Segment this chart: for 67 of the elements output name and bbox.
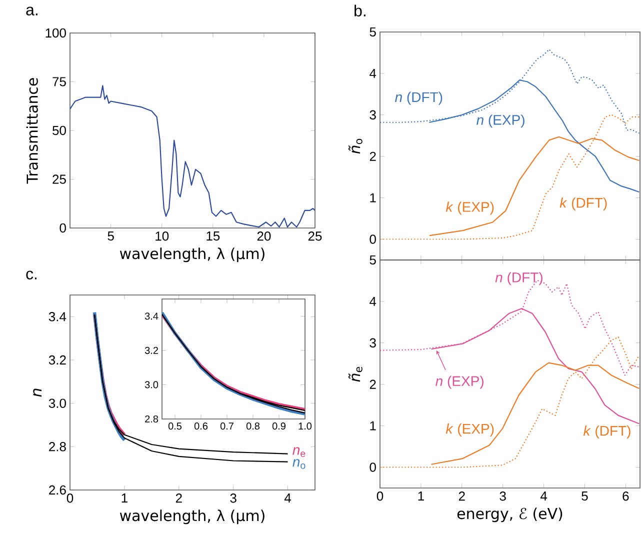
x-tick-label: 5 — [582, 492, 588, 501]
x-tick-label: 0.8 — [246, 422, 260, 430]
x-tick-label: 0.9 — [272, 422, 286, 430]
text: b. — [354, 4, 366, 16]
y-tick-label: 5 — [370, 27, 376, 37]
x-tick-label: 5 — [108, 232, 114, 241]
y-tick-label: 2 — [370, 152, 376, 161]
y-tick-label: 25 — [52, 174, 66, 184]
y-tick-label: 2 — [370, 380, 376, 389]
x-tick-label: 0.6 — [194, 422, 208, 430]
y-tick-label: 3.4 — [144, 312, 158, 320]
x-tick-label: 20 — [257, 232, 271, 241]
x-tick-label: 0.5 — [168, 422, 182, 430]
series-label: n (EXP) — [476, 114, 524, 128]
x-tick-label: 25 — [308, 232, 322, 241]
x-tick-label: 3 — [500, 492, 506, 501]
y-axis-title: Transmittance — [26, 78, 38, 184]
text: n$_{e}$ — [292, 447, 306, 457]
text: c. — [26, 270, 37, 280]
x-tick-label: 1.0 — [298, 422, 312, 430]
y-tick-label: 3.4 — [48, 312, 66, 322]
x-tick-label: 15 — [206, 232, 220, 241]
text: n$_{o}$ — [292, 459, 306, 469]
y-tick-label: 5 — [370, 255, 376, 265]
y-tick-label: 3.2 — [48, 355, 66, 365]
y-tick-label: 0 — [370, 462, 376, 472]
text: a. — [26, 6, 38, 16]
y-tick-label: 4 — [370, 296, 376, 306]
x-tick-label: 0 — [66, 494, 74, 503]
y-tick-label: 3 — [370, 338, 376, 348]
x-tick-label: 4 — [284, 494, 292, 502]
y-tick-label: 50 — [52, 126, 66, 136]
series-label: k (EXP) — [446, 202, 494, 215]
x-tick-label: 4 — [540, 492, 548, 500]
x-tick-label: 2 — [176, 494, 182, 503]
y-tick-label: 1 — [370, 193, 376, 202]
x-tick-label: 3 — [230, 494, 236, 503]
series-label: k (EXP) — [446, 423, 494, 436]
y-tick-label: 0 — [60, 223, 66, 233]
x-axis-title: wavelength, λ (μm) — [120, 510, 264, 524]
y-tick-label: 2.8 — [145, 415, 158, 423]
y-tick-label: 100 — [46, 28, 66, 38]
x-tick-label: 0.7 — [220, 422, 234, 430]
y-axis-title: ñ$_{o}$ — [348, 138, 362, 154]
y-tick-label: 2.6 — [49, 485, 66, 495]
x-tick-label: 1 — [418, 492, 424, 500]
series-label: k (DFT) — [560, 198, 607, 211]
y-tick-label: 75 — [52, 77, 66, 86]
y-axis-title: ñ$_{e}$ — [348, 366, 362, 382]
y-axis-title: n — [33, 388, 42, 397]
x-tick-label: 2 — [458, 492, 465, 501]
y-tick-label: 3.0 — [48, 398, 66, 408]
series-label: n (DFT) — [495, 272, 542, 286]
x-tick-label: 6 — [622, 492, 629, 501]
y-tick-label: 2.8 — [49, 442, 66, 452]
x-axis-title: energy, ℰ (eV) — [457, 508, 562, 522]
y-tick-label: 3 — [370, 110, 376, 120]
x-tick-label: 1 — [122, 494, 128, 502]
y-tick-label: 3.2 — [144, 346, 158, 354]
x-tick-label: 0 — [376, 492, 384, 501]
legend-label: n (EXP) — [436, 376, 484, 389]
series-label: n (DFT) — [395, 92, 442, 105]
x-axis-title: wavelength, λ (μm) — [120, 248, 264, 262]
x-tick-label: 10 — [156, 232, 169, 241]
y-tick-label: 4 — [370, 68, 376, 78]
text: k (DFT) — [583, 426, 630, 439]
y-tick-label: 3.0 — [144, 381, 158, 388]
